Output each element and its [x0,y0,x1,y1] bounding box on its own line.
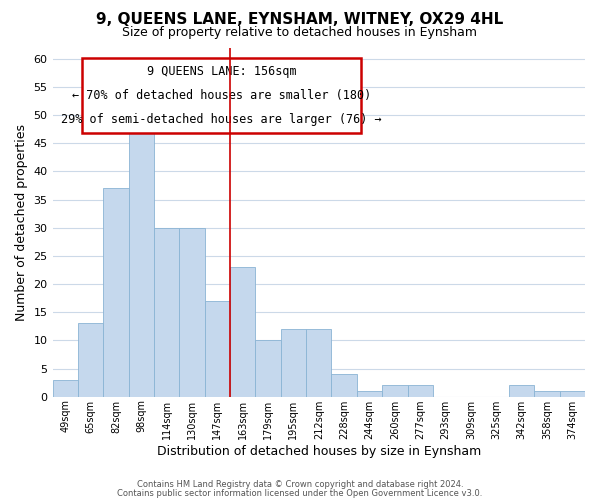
Bar [128,126,154,396]
Bar [281,329,306,396]
Bar [103,188,128,396]
Text: Size of property relative to detached houses in Eynsham: Size of property relative to detached ho… [122,26,478,39]
Bar [306,329,331,396]
Text: 9 QUEENS LANE: 156sqm: 9 QUEENS LANE: 156sqm [147,65,296,78]
Bar [256,340,281,396]
Bar [560,391,585,396]
Bar [230,267,256,396]
Bar [179,228,205,396]
Text: 9, QUEENS LANE, EYNSHAM, WITNEY, OX29 4HL: 9, QUEENS LANE, EYNSHAM, WITNEY, OX29 4H… [97,12,503,28]
Bar [407,386,433,396]
Bar [534,391,560,396]
Y-axis label: Number of detached properties: Number of detached properties [15,124,28,320]
Bar [154,228,179,396]
Bar [205,301,230,396]
Bar [331,374,357,396]
Bar [53,380,78,396]
Bar [509,386,534,396]
Text: 29% of semi-detached houses are larger (76) →: 29% of semi-detached houses are larger (… [61,113,382,126]
Bar [78,324,103,396]
FancyBboxPatch shape [82,58,361,133]
Bar [357,391,382,396]
Text: ← 70% of detached houses are smaller (180): ← 70% of detached houses are smaller (18… [72,89,371,102]
Text: Contains public sector information licensed under the Open Government Licence v3: Contains public sector information licen… [118,489,482,498]
X-axis label: Distribution of detached houses by size in Eynsham: Distribution of detached houses by size … [157,444,481,458]
Text: Contains HM Land Registry data © Crown copyright and database right 2024.: Contains HM Land Registry data © Crown c… [137,480,463,489]
Bar [382,386,407,396]
